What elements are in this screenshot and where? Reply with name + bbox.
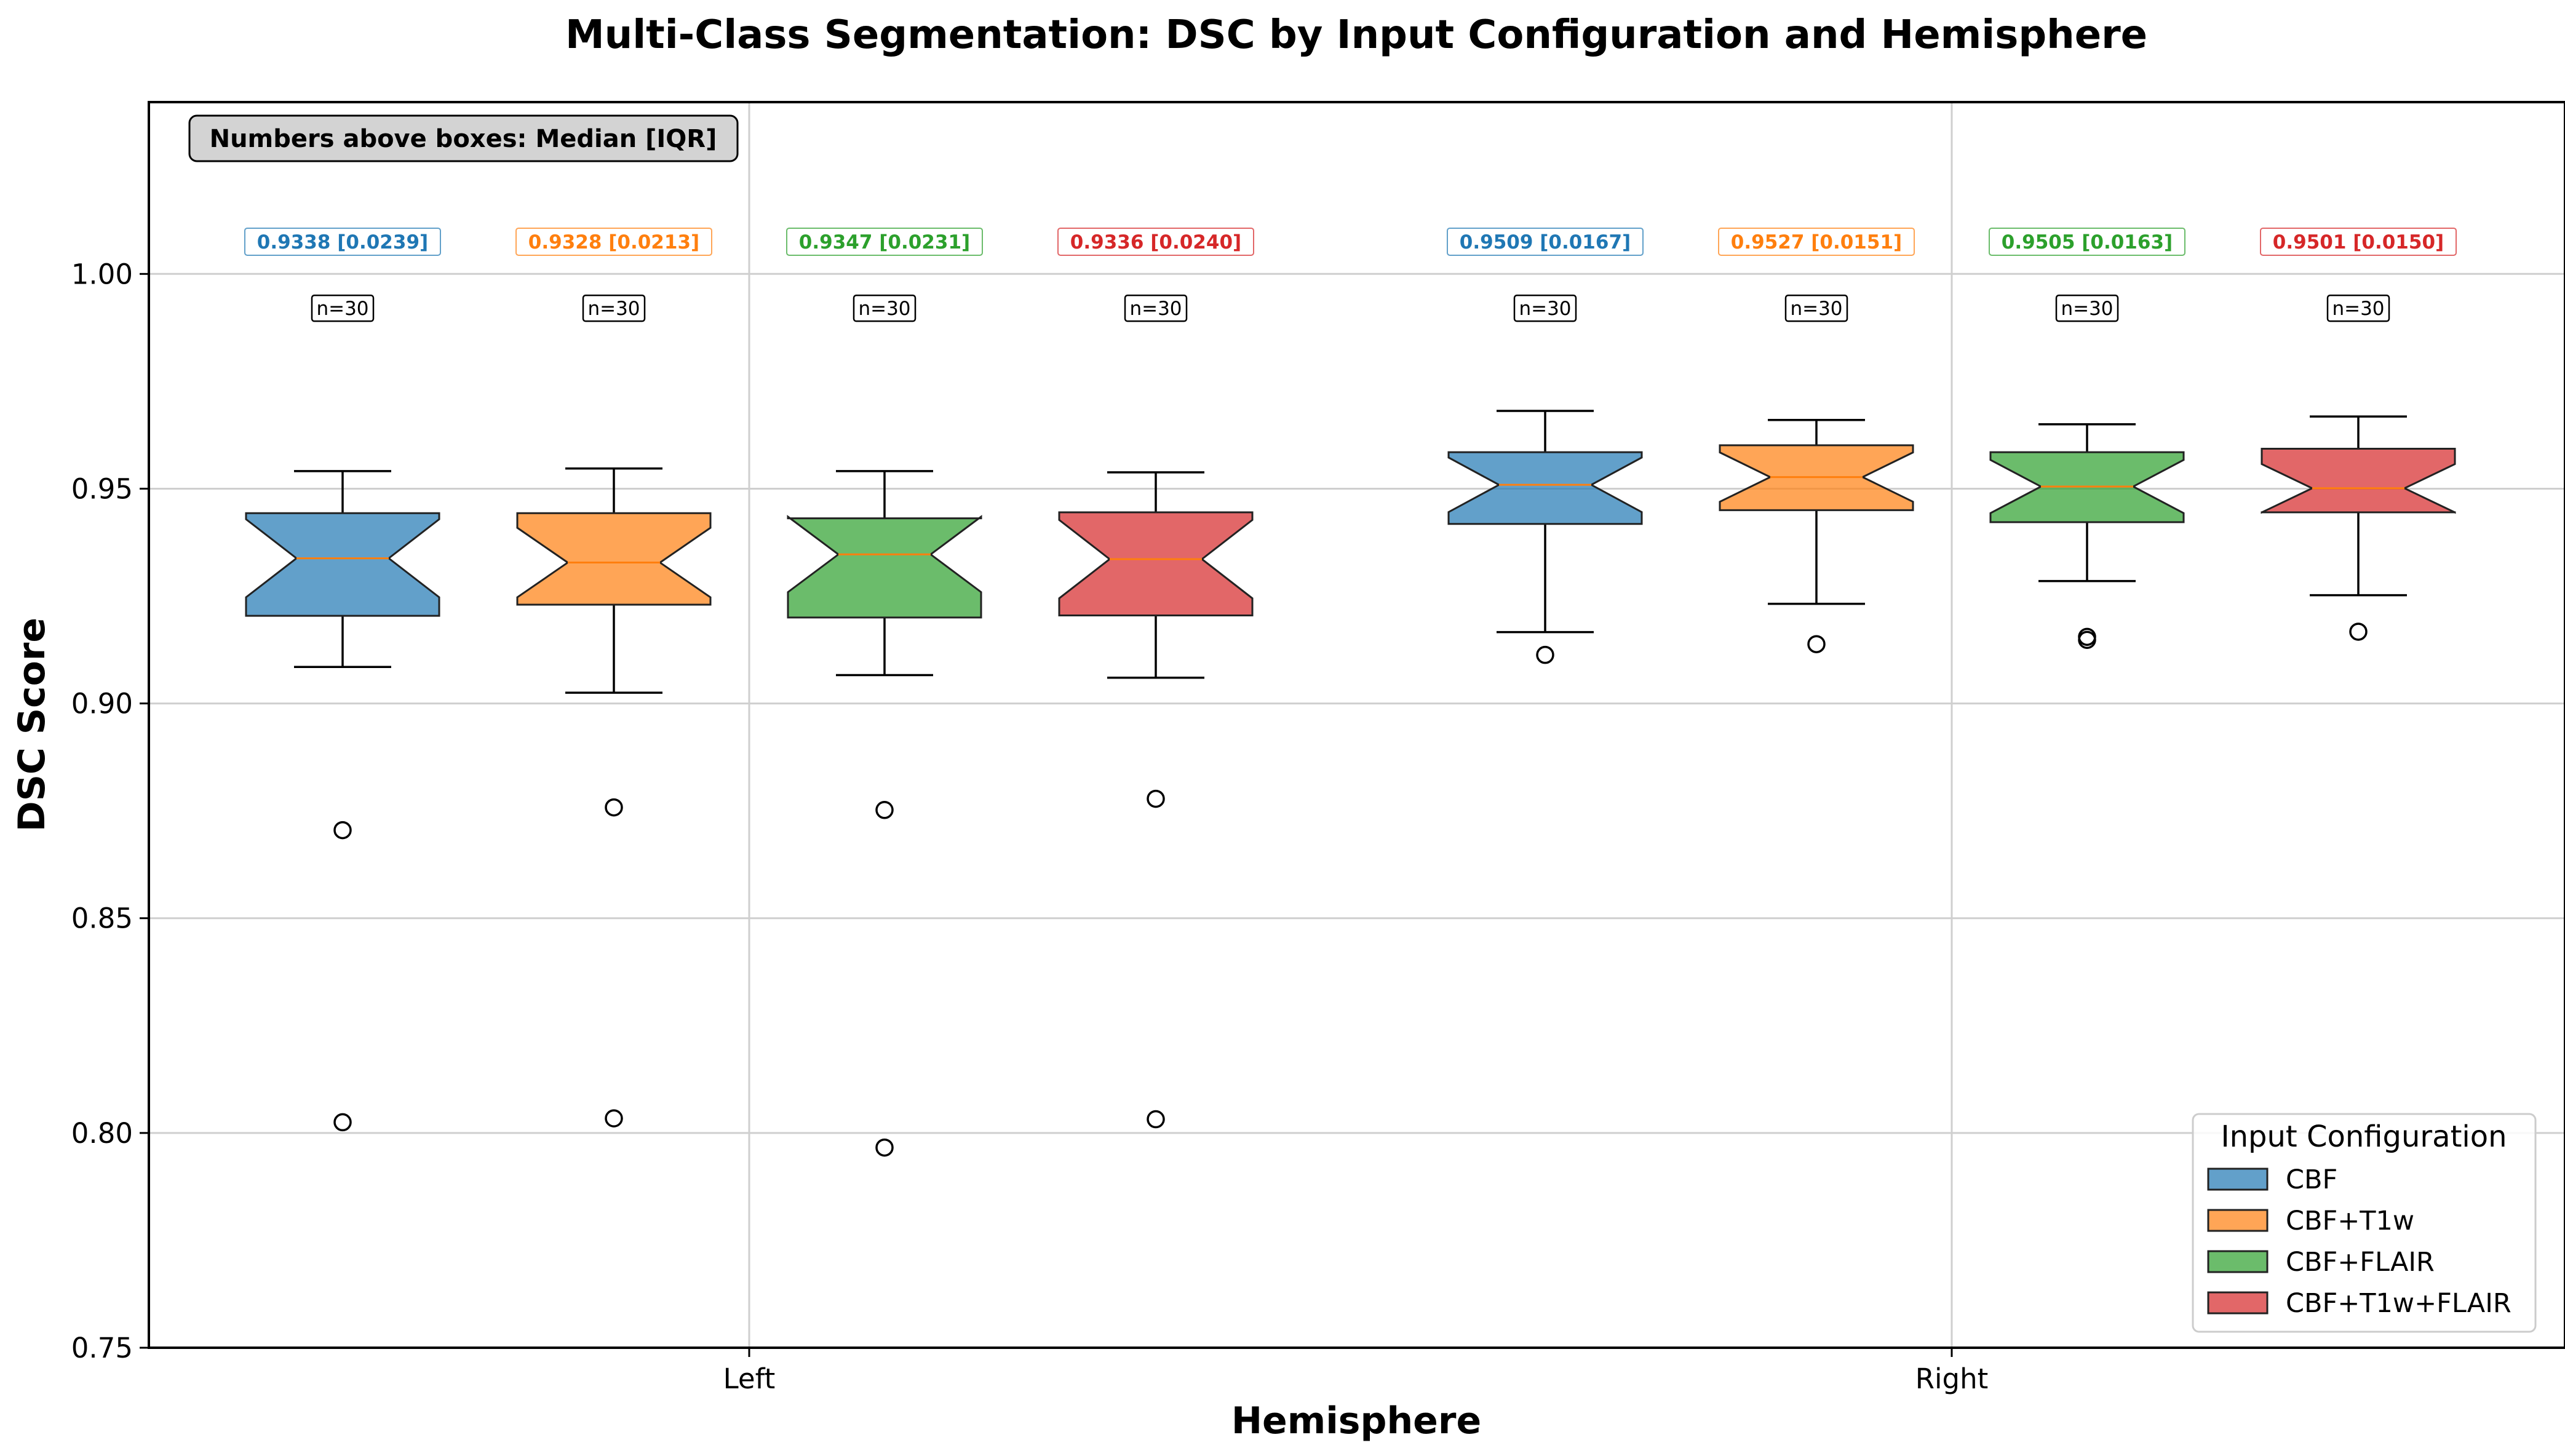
outlier-point — [1807, 635, 1826, 653]
n-label: n=30 — [587, 298, 640, 320]
n-label-box — [2055, 294, 2119, 322]
outlier-point — [875, 1138, 894, 1157]
legend-swatch — [2207, 1291, 2269, 1315]
legend-label: CBF+T1w+FLAIR — [2286, 1288, 2511, 1319]
outlier-point — [2078, 631, 2096, 649]
box-cbf-right — [1447, 410, 1643, 664]
stat-label-box — [1718, 227, 1915, 256]
box-cbf-flair-left — [787, 470, 982, 1157]
y-tick-label: 0.95 — [71, 472, 133, 505]
outlier-point — [1147, 1110, 1165, 1129]
n-label-box — [1124, 294, 1188, 322]
n-label-box — [2326, 294, 2390, 322]
note-background — [188, 114, 739, 162]
outlier-point — [2349, 623, 2368, 641]
n-label-box — [1513, 294, 1577, 322]
stat-label: 0.9347 [0.0231] — [799, 231, 970, 253]
n-label-box — [311, 294, 375, 322]
y-tick-label: 0.85 — [71, 902, 133, 935]
note-text: Numbers above boxes: Median [IQR] — [210, 125, 717, 153]
stat-label: 0.9501 [0.0150] — [2273, 231, 2444, 253]
stat-label-box — [1057, 227, 1254, 256]
n-label: n=30 — [1790, 298, 1842, 320]
outlier-point — [605, 1109, 623, 1128]
n-label: n=30 — [858, 298, 910, 320]
legend: Input Configuration CBFCBF+T1wCBF+FLAIRC… — [2192, 1113, 2537, 1333]
stat-label-box — [1989, 227, 2185, 256]
x-axis-label: Hemisphere — [1231, 1399, 1481, 1442]
box-plots — [245, 410, 2456, 1157]
notched-box — [1058, 511, 1254, 616]
axes: 0.75 0.80 0.85 0.90 0.95 1.00 Left Right — [71, 258, 1988, 1395]
y-tick-label: 0.75 — [71, 1332, 133, 1364]
legend-swatch — [2207, 1209, 2269, 1232]
stat-label-box — [244, 227, 441, 256]
n-label-box — [582, 294, 646, 322]
legend-swatch — [2207, 1168, 2269, 1191]
n-label-box — [1784, 294, 1848, 322]
y-axis-label: DSC Score — [10, 618, 54, 832]
notched-box — [2261, 448, 2456, 514]
stat-label: 0.9336 [0.0240] — [1070, 231, 1241, 253]
notched-box — [787, 514, 982, 619]
legend-label: CBF+T1w — [2286, 1206, 2414, 1236]
outlier-point — [875, 801, 894, 819]
stat-label-box — [515, 227, 712, 256]
notched-box — [1447, 451, 1643, 525]
notched-box — [516, 512, 712, 606]
outlier-point — [333, 821, 352, 840]
y-tick-label: 0.80 — [71, 1117, 133, 1150]
n-label: n=30 — [1129, 298, 1182, 320]
outlier-point — [1147, 789, 1165, 808]
chart-title: Multi-Class Segmentation: DSC by Input C… — [565, 12, 2147, 58]
n-label: n=30 — [316, 298, 368, 320]
plot-area-frame — [148, 101, 2565, 1349]
stat-label: 0.9527 [0.0151] — [1731, 231, 1902, 253]
stat-label: 0.9328 [0.0213] — [528, 231, 699, 253]
legend-label: CBF+FLAIR — [2286, 1247, 2435, 1278]
outlier-point — [333, 1113, 352, 1132]
outlier-point — [605, 798, 623, 817]
box-cbf-left — [245, 470, 440, 1132]
stat-label: 0.9509 [0.0167] — [1460, 231, 1631, 253]
legend-frame — [2192, 1113, 2537, 1333]
stat-label: 0.9338 [0.0239] — [257, 231, 428, 253]
stat-label-box — [786, 227, 983, 256]
legend-label: CBF — [2286, 1164, 2337, 1195]
legend-items: CBF CBF+T1w CBF+FLAIR CBF+T1w+FLAIR — [2207, 1164, 2511, 1319]
legend-title: Input Configuration — [2221, 1120, 2507, 1154]
y-tick-label: 1.00 — [71, 258, 133, 290]
box-cbf-t1w-left — [516, 467, 712, 1128]
median-iqr-note: Numbers above boxes: Median [IQR] — [188, 114, 739, 162]
outlier-point — [1536, 645, 1554, 664]
n-label: n=30 — [1519, 298, 1571, 320]
legend-swatch — [2207, 1250, 2269, 1273]
box-cbf-t1w-flair-left — [1058, 471, 1254, 1129]
n-label: n=30 — [2061, 298, 2113, 320]
box-cbf-t1w-flair-right — [2261, 415, 2456, 641]
stat-label: 0.9505 [0.0163] — [2002, 231, 2173, 253]
box-cbf-t1w-right — [1719, 418, 1914, 653]
y-tick-label: 0.90 — [71, 688, 133, 720]
n-label-box — [853, 294, 917, 322]
box-annotations: 0.9338 [0.0239] n=30 0.9509 [0.0167] n=30 0.… — [244, 227, 2457, 322]
notched-box — [245, 512, 440, 617]
stat-label-box — [2260, 227, 2457, 256]
box-cbf-flair-right — [1989, 423, 2185, 649]
stat-label-box — [1447, 227, 1644, 256]
n-label: n=30 — [2332, 298, 2384, 320]
x-tick-label: Right — [1915, 1363, 1989, 1395]
x-tick-label: Left — [723, 1363, 776, 1395]
